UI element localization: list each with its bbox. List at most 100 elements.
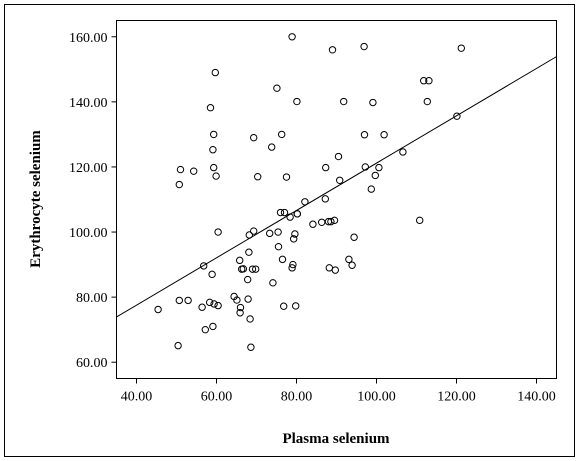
- data-point: [184, 296, 192, 305]
- data-point: [399, 148, 407, 156]
- data-point: [211, 68, 220, 77]
- y-axis-label: Erythrocyte selenium: [28, 130, 44, 268]
- data-point: [331, 266, 339, 274]
- x-tick-label: 40.00: [121, 390, 153, 405]
- data-point: [322, 163, 330, 172]
- plot-area: [116, 20, 557, 379]
- data-point: [206, 104, 215, 112]
- data-point: [282, 173, 291, 181]
- data-point: [336, 176, 344, 184]
- data-point: [328, 46, 337, 54]
- data-point: [350, 233, 358, 241]
- y-tick-label: 120.00: [69, 161, 108, 176]
- data-point: [416, 216, 424, 225]
- data-point: [174, 341, 182, 350]
- data-point: [288, 264, 296, 272]
- data-point: [278, 255, 287, 264]
- data-point: [250, 133, 258, 142]
- data-point: [369, 98, 377, 107]
- data-point: [233, 296, 241, 304]
- data-point: [210, 130, 218, 139]
- data-point: [254, 173, 262, 181]
- data-point: [375, 163, 383, 172]
- x-tick-label: 60.00: [201, 390, 233, 405]
- data-point: [361, 163, 369, 171]
- data-point: [289, 260, 297, 269]
- x-tick-label: 100.00: [357, 390, 396, 405]
- data-point: [288, 33, 296, 41]
- data-point: [269, 279, 277, 287]
- data-point: [371, 171, 379, 180]
- axis-ticks: 40.00 60.00 80.00 100.00 120.00 140.00 60.00 80…: [69, 31, 556, 405]
- data-point: [239, 265, 248, 273]
- data-point: [250, 227, 258, 235]
- data-point: [175, 180, 184, 189]
- data-point: [214, 228, 222, 236]
- data-point: [201, 325, 210, 334]
- data-point: [348, 261, 356, 269]
- x-tick-label: 80.00: [281, 390, 313, 405]
- data-point: [360, 131, 369, 139]
- data-point: [198, 303, 206, 311]
- data-points: [154, 33, 465, 351]
- data-point: [293, 97, 301, 106]
- data-point: [425, 77, 433, 85]
- data-point: [367, 185, 375, 193]
- data-point: [330, 216, 339, 225]
- data-point: [190, 167, 198, 175]
- data-point: [266, 229, 274, 238]
- data-point: [457, 44, 465, 52]
- data-point: [245, 231, 254, 239]
- x-axis-label: Plasma selenium: [282, 431, 390, 447]
- data-point: [301, 198, 309, 206]
- data-point: [208, 270, 216, 279]
- data-point: [268, 143, 276, 151]
- data-point: [209, 322, 217, 331]
- x-tick-label: 120.00: [437, 390, 476, 405]
- data-point: [360, 42, 368, 51]
- data-point: [236, 256, 244, 265]
- data-point: [423, 97, 431, 106]
- data-point: [292, 302, 300, 310]
- y-tick-label: 140.00: [69, 96, 108, 111]
- y-tick-label: 80.00: [76, 291, 108, 306]
- data-point: [175, 296, 184, 305]
- y-tick-label: 60.00: [76, 356, 108, 371]
- data-point: [453, 112, 461, 120]
- data-point: [345, 255, 353, 264]
- x-tick-label: 140.00: [517, 390, 556, 405]
- data-point: [210, 163, 218, 172]
- data-point: [176, 165, 185, 174]
- data-point: [236, 303, 245, 312]
- data-point: [327, 217, 335, 226]
- data-point: [340, 97, 348, 106]
- data-point: [206, 298, 214, 307]
- data-point: [278, 130, 286, 139]
- data-point: [244, 295, 252, 303]
- data-point: [309, 220, 317, 228]
- y-tick-label: 160.00: [69, 31, 108, 46]
- data-point: [247, 343, 255, 351]
- data-point: [212, 172, 220, 180]
- data-point: [236, 309, 244, 317]
- data-point: [291, 230, 299, 238]
- data-point: [280, 208, 289, 217]
- data-point: [334, 152, 343, 161]
- data-point: [154, 305, 162, 314]
- fit-line: [116, 56, 557, 318]
- data-point: [210, 300, 218, 308]
- data-point: [293, 210, 301, 218]
- data-point: [200, 262, 208, 270]
- data-point: [245, 248, 253, 256]
- y-tick-label: 100.00: [69, 226, 108, 241]
- data-point: [290, 235, 298, 243]
- data-point: [286, 213, 294, 221]
- data-point: [276, 208, 285, 217]
- data-point: [274, 242, 283, 251]
- data-point: [274, 228, 282, 236]
- data-point: [280, 302, 288, 310]
- data-point: [321, 195, 329, 203]
- data-point: [248, 265, 257, 273]
- data-point: [214, 301, 222, 310]
